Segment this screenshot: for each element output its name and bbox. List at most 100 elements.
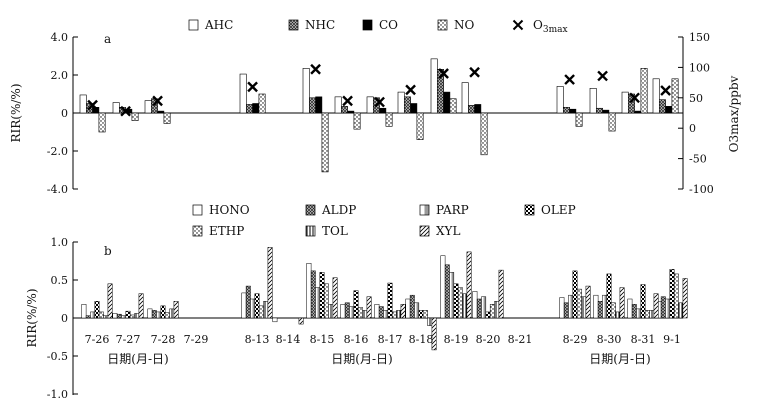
bar-co — [665, 106, 673, 114]
bar-no — [608, 112, 616, 132]
bar-hono — [81, 304, 87, 319]
bar-hono — [112, 313, 118, 319]
x-tick-label: 8-15 — [310, 333, 335, 346]
panel-b-y-tick-label: 1.0 — [51, 236, 69, 249]
panel-b-y-tick-label: 0 — [61, 312, 68, 325]
bar-co — [634, 110, 642, 114]
panel-a-y2-tick-label: -100 — [689, 183, 714, 196]
bar-ethp — [357, 307, 363, 319]
panel-a-label: a — [104, 32, 111, 46]
legend-label-o3max: O3max — [533, 18, 568, 35]
panel-a-y2-tick-label: 50 — [689, 92, 703, 105]
bar-ethp — [391, 311, 397, 319]
bar-olep — [669, 269, 675, 319]
o3max-marker — [120, 105, 131, 117]
bar-nhc — [595, 107, 603, 114]
legend-label-parp: PARP — [436, 203, 469, 217]
bar-aldp — [660, 296, 666, 319]
bar-co — [443, 91, 451, 114]
bar-aldp — [151, 310, 157, 319]
bar-parp — [250, 298, 256, 319]
bar-hono — [306, 263, 312, 319]
bar-hono — [272, 317, 278, 323]
bar-hono — [472, 291, 478, 319]
legend-label-xyl: XYL — [436, 224, 460, 238]
bar-olep — [319, 272, 325, 319]
x-tick-label: 8-17 — [378, 333, 403, 346]
o3max-marker — [564, 74, 575, 85]
bar-olep — [387, 282, 393, 319]
bar-xyl — [585, 285, 591, 319]
bar-aldp — [476, 298, 482, 319]
bar-xyl — [267, 247, 273, 319]
bar-co — [157, 110, 165, 114]
bar-ethp — [610, 302, 616, 319]
legend-swatch-no — [437, 19, 448, 31]
legend-label-olep: OLEP — [541, 203, 576, 217]
panel-a-y2-axis-label: O3max/ppbv — [727, 75, 741, 152]
bar-ahc — [302, 68, 310, 114]
x-tick-label: 8-14 — [276, 333, 301, 346]
legend-swatch-tol — [305, 225, 316, 237]
bar-parp — [90, 311, 96, 319]
legend-swatch-aldp — [305, 204, 316, 216]
legend-label-ahc: AHC — [204, 18, 233, 32]
panel-a-y-tick-label: 4.0 — [51, 31, 69, 44]
panel-a-y-tick-label: 2.0 — [51, 69, 69, 82]
legend-label-hono: HONO — [209, 203, 250, 217]
x-tick-label: 7-27 — [116, 333, 141, 346]
bar-nhc — [562, 107, 570, 114]
bar-hono — [340, 304, 346, 319]
bar-olep — [572, 270, 578, 319]
bar-ethp — [164, 312, 170, 319]
bar-no — [353, 112, 361, 130]
bar-co — [474, 104, 482, 114]
legend-swatch-parp — [419, 204, 430, 216]
bar-xyl — [619, 287, 625, 319]
bar-tol — [396, 310, 402, 319]
bar-no — [321, 112, 329, 173]
x-tick-label: 8-13 — [245, 333, 270, 346]
bar-ethp — [323, 283, 329, 319]
bar-co — [315, 96, 323, 114]
x-tick-label: 8-20 — [476, 333, 501, 346]
panel-b-x-axis-label-right: 日期(月-日) — [589, 352, 650, 366]
bar-tol — [462, 293, 468, 319]
bar-xyl — [298, 317, 304, 325]
bar-hono — [241, 292, 247, 319]
panel-a-legend: AHC NHC CO NO O3max — [188, 18, 568, 35]
bar-tol — [134, 313, 140, 319]
bar-ethp — [129, 314, 135, 319]
bar-co — [379, 107, 387, 114]
bar-olep — [453, 283, 459, 319]
bar-olep — [160, 305, 166, 319]
bar-ahc — [652, 78, 660, 114]
bar-parp — [636, 308, 642, 319]
bar-no — [575, 112, 583, 127]
bar-tol — [362, 310, 368, 319]
bar-hono — [405, 298, 411, 319]
bar-nhc — [246, 104, 253, 114]
legend-label-aldp: ALDP — [321, 203, 356, 217]
panel-b-legend: HONO ALDP PARP OLEP ETHP TOL XYL — [192, 203, 576, 238]
x-tick-label: 7-29 — [184, 333, 209, 346]
bar-parp — [156, 311, 162, 319]
x-tick-label: 7-26 — [85, 333, 110, 346]
bar-parp — [414, 302, 420, 319]
bar-aldp — [631, 304, 637, 319]
bar-co — [569, 108, 577, 114]
bar-tol — [649, 310, 655, 319]
bar-ethp — [98, 311, 104, 319]
bar-parp — [315, 287, 321, 319]
bar-no — [480, 112, 488, 156]
bar-olep — [353, 290, 359, 319]
bar-hono — [593, 294, 599, 319]
panel-a-y-tick-label: 0 — [61, 107, 68, 120]
legend-label-ethp: ETHP — [209, 224, 244, 238]
bar-olep — [418, 310, 424, 319]
o3max-marker — [660, 85, 671, 96]
bar-parp — [349, 306, 355, 319]
panel-a-y2-tick-label: 100 — [689, 61, 710, 74]
bar-xyl — [366, 296, 372, 319]
bar-ahc — [461, 82, 469, 114]
